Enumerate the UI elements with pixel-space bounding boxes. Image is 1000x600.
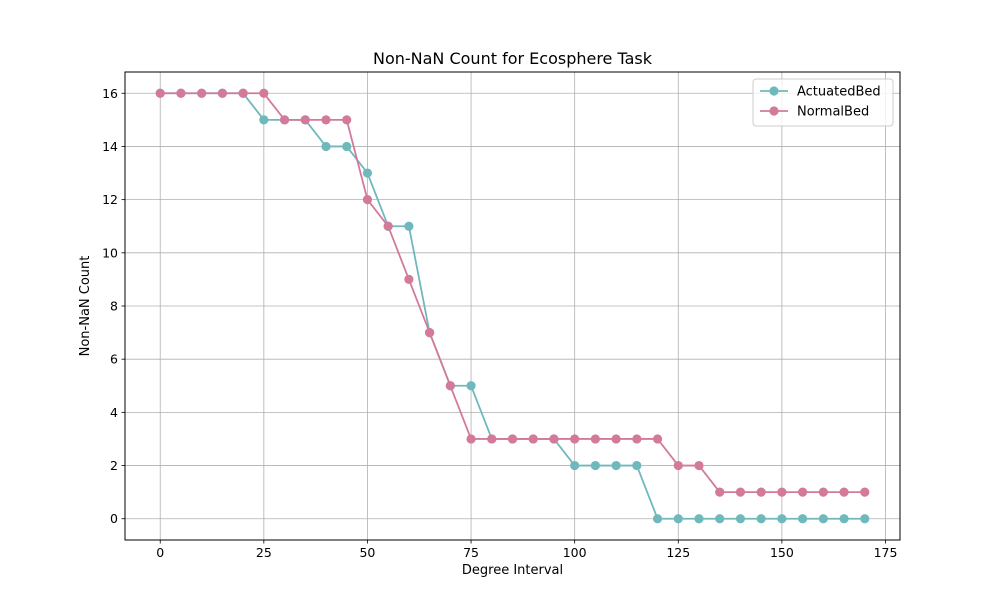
data-point-normalbed bbox=[425, 327, 435, 338]
series-layer bbox=[155, 88, 870, 524]
data-point-normalbed bbox=[383, 221, 393, 231]
data-point-normalbed bbox=[528, 434, 538, 444]
legend-label-normalbed: NormalBed bbox=[797, 105, 869, 120]
data-point-normalbed bbox=[632, 434, 642, 444]
data-point-normalbed bbox=[217, 88, 227, 98]
data-point-normalbed bbox=[445, 381, 455, 391]
data-point-normalbed bbox=[197, 88, 207, 98]
data-point-actuatedbed bbox=[404, 221, 414, 231]
data-point-normalbed bbox=[466, 434, 476, 444]
data-point-actuatedbed bbox=[570, 460, 580, 471]
data-point-normalbed bbox=[155, 88, 165, 98]
data-point-actuatedbed bbox=[715, 514, 725, 524]
data-point-normalbed bbox=[487, 434, 497, 444]
data-point-actuatedbed bbox=[839, 514, 849, 524]
data-point-actuatedbed bbox=[652, 514, 663, 524]
data-point-normalbed bbox=[652, 434, 663, 444]
legend: ActuatedBed NormalBed bbox=[752, 78, 894, 127]
data-point-normalbed bbox=[342, 115, 352, 125]
data-point-normalbed bbox=[715, 487, 725, 497]
legend-marker-normalbed bbox=[769, 106, 779, 116]
data-point-normalbed bbox=[839, 487, 849, 497]
data-point-actuatedbed bbox=[611, 460, 621, 471]
data-point-actuatedbed bbox=[342, 141, 352, 152]
ticks: 0 25 50 75 100 125 150 175 0 2 4 6 8 10 12 14 16 bbox=[102, 86, 897, 560]
data-point-actuatedbed bbox=[590, 460, 600, 471]
data-point-normalbed bbox=[507, 434, 518, 444]
data-point-actuatedbed bbox=[798, 514, 808, 524]
data-point-actuatedbed bbox=[466, 381, 476, 391]
data-point-actuatedbed bbox=[673, 514, 683, 524]
data-point-actuatedbed bbox=[632, 460, 642, 471]
x-tick-label: 125 bbox=[666, 545, 690, 560]
data-point-normalbed bbox=[404, 274, 414, 285]
y-tick-label: 0 bbox=[110, 511, 118, 526]
data-point-normalbed bbox=[777, 487, 787, 497]
data-point-normalbed bbox=[818, 487, 828, 497]
data-point-normalbed bbox=[611, 434, 621, 444]
legend-label-actuatedbed: ActuatedBed bbox=[797, 85, 881, 100]
y-axis-label: Non-NaN Count bbox=[78, 256, 93, 357]
x-axis-label: Degree Interval bbox=[462, 563, 563, 578]
x-tick-label: 25 bbox=[256, 545, 272, 560]
data-point-actuatedbed bbox=[259, 115, 269, 125]
y-tick-label: 2 bbox=[110, 458, 118, 473]
data-point-normalbed bbox=[694, 460, 704, 471]
x-tick-label: 75 bbox=[463, 545, 479, 560]
data-point-normalbed bbox=[321, 115, 331, 125]
y-tick-label: 4 bbox=[110, 405, 118, 420]
legend-marker-actuatedbed bbox=[769, 86, 779, 96]
x-tick-label: 150 bbox=[770, 545, 794, 560]
x-tick-label: 100 bbox=[563, 545, 587, 560]
grid bbox=[125, 72, 900, 540]
x-tick-label: 0 bbox=[156, 545, 164, 560]
data-point-normalbed bbox=[259, 88, 269, 98]
y-tick-label: 16 bbox=[102, 86, 118, 101]
data-point-actuatedbed bbox=[694, 514, 704, 524]
y-tick-label: 12 bbox=[102, 192, 118, 207]
data-point-actuatedbed bbox=[756, 514, 766, 524]
y-tick-label: 10 bbox=[102, 245, 118, 260]
data-point-actuatedbed bbox=[818, 514, 828, 524]
data-point-normalbed bbox=[300, 115, 310, 125]
y-tick-label: 8 bbox=[110, 299, 118, 314]
data-point-normalbed bbox=[238, 88, 248, 98]
data-point-normalbed bbox=[549, 434, 559, 444]
data-point-normalbed bbox=[279, 115, 290, 125]
y-tick-label: 14 bbox=[102, 139, 118, 154]
x-tick-label: 175 bbox=[874, 545, 898, 560]
data-point-actuatedbed bbox=[777, 514, 787, 524]
data-point-normalbed bbox=[756, 487, 766, 497]
data-point-actuatedbed bbox=[362, 168, 373, 178]
chart-title: Non-NaN Count for Ecosphere Task bbox=[373, 49, 653, 68]
data-point-actuatedbed bbox=[321, 141, 331, 152]
data-point-normalbed bbox=[798, 487, 808, 497]
data-point-actuatedbed bbox=[860, 514, 870, 524]
data-point-normalbed bbox=[176, 88, 186, 98]
data-point-actuatedbed bbox=[735, 514, 746, 524]
y-tick-label: 6 bbox=[110, 352, 118, 367]
x-tick-label: 50 bbox=[359, 545, 375, 560]
data-point-normalbed bbox=[570, 434, 580, 444]
data-point-normalbed bbox=[362, 195, 373, 205]
data-point-normalbed bbox=[673, 460, 683, 471]
data-point-normalbed bbox=[590, 434, 600, 444]
data-point-normalbed bbox=[735, 487, 746, 497]
data-point-normalbed bbox=[860, 487, 870, 497]
